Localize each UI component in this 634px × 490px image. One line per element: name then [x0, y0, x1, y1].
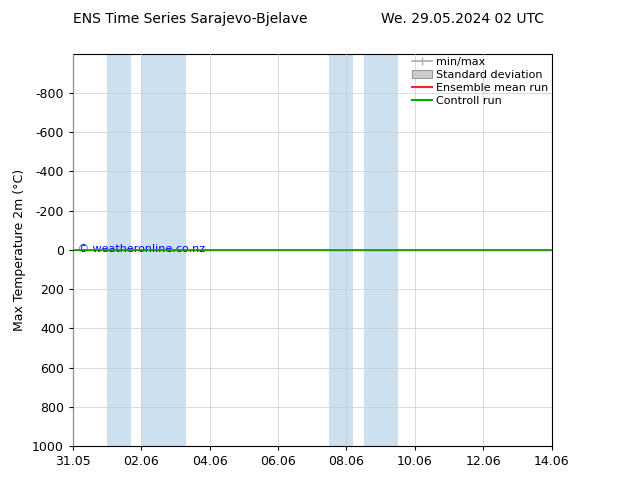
Legend: min/max, Standard deviation, Ensemble mean run, Controll run: min/max, Standard deviation, Ensemble me…	[411, 57, 548, 105]
Bar	[329, 54, 353, 446]
Bar	[107, 54, 131, 446]
Bar	[363, 54, 398, 446]
Text: ENS Time Series Sarajevo-Bjelave: ENS Time Series Sarajevo-Bjelave	[73, 12, 307, 26]
Bar	[141, 54, 186, 446]
Text: © weatheronline.co.nz: © weatheronline.co.nz	[78, 244, 205, 254]
Y-axis label: Max Temperature 2m (°C): Max Temperature 2m (°C)	[13, 169, 27, 331]
Text: We. 29.05.2024 02 UTC: We. 29.05.2024 02 UTC	[381, 12, 545, 26]
